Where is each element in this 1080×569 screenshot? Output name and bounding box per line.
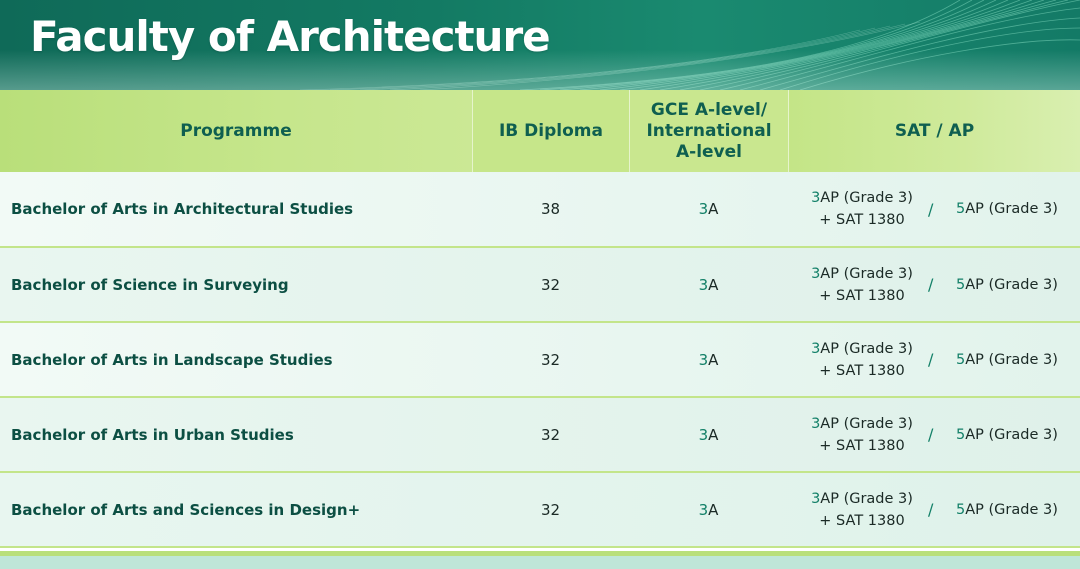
page-title: Faculty of Architecture (30, 12, 551, 61)
column-header-gce-line1: GCE A-level/ (650, 99, 768, 120)
sat-ap-option-1: 3AP (Grade 3) + SAT 1380 (788, 323, 936, 396)
column-header-gce-line3: A-level (675, 141, 742, 162)
gce-count: 3 (698, 500, 709, 519)
sat-ap-option-2: 5 AP (Grade 3) (956, 323, 1058, 396)
ap-count: 5 (956, 351, 966, 368)
ap-grade-text: AP (Grade 3) (965, 276, 1058, 293)
sat-score-text: + SAT 1380 (819, 212, 905, 228)
gce-grade: A (708, 425, 719, 444)
sat-ap-requirement: 3AP (Grade 3) + SAT 1380 / 5 AP (Grade 3) (788, 172, 1080, 246)
header-banner: Faculty of Architecture (0, 0, 1080, 90)
ib-score: 32 (540, 275, 561, 294)
sat-ap-requirement: 3AP (Grade 3) + SAT 1380 / 5 AP (Grade 3) (788, 323, 1080, 396)
option-separator: / (928, 500, 934, 519)
ib-score: 32 (540, 350, 561, 369)
column-header-gce-a-level: GCE A-level/ International A-level (629, 90, 788, 172)
gce-count: 3 (698, 275, 709, 294)
option-separator: / (928, 350, 934, 369)
sat-ap-requirement: 3AP (Grade 3) + SAT 1380 / 5 AP (Grade 3) (788, 248, 1080, 321)
sat-ap-option-2: 5 AP (Grade 3) (956, 172, 1058, 246)
gce-grade: A (708, 500, 719, 519)
programme-name: Bachelor of Arts and Sciences in Design+ (11, 500, 361, 519)
sat-ap-requirement: 3AP (Grade 3) + SAT 1380 / 5 AP (Grade 3) (788, 398, 1080, 471)
column-header-sat-ap: SAT / AP (788, 90, 1080, 172)
ap-grade-text: AP (Grade 3) (820, 265, 913, 282)
gce-count: 3 (698, 200, 709, 218)
sat-ap-option-1: 3AP (Grade 3) + SAT 1380 (788, 172, 936, 246)
gce-grade: A (708, 275, 719, 294)
ap-count: 3 (811, 415, 821, 432)
ap-count: 3 (811, 340, 821, 357)
option-separator: / (928, 199, 934, 219)
table-row: Bachelor of Arts and Sciences in Design+… (0, 473, 1080, 548)
sat-ap-requirement: 3AP (Grade 3) + SAT 1380 / 5 AP (Grade 3) (788, 473, 1080, 546)
option-separator: / (928, 275, 934, 294)
ap-grade-text: AP (Grade 3) (965, 201, 1058, 217)
ap-count: 3 (811, 490, 821, 507)
gce-grade: A (708, 350, 719, 369)
ap-grade-text: AP (Grade 3) (965, 351, 1058, 368)
ap-grade-text: AP (Grade 3) (820, 415, 913, 432)
ib-score: 32 (540, 500, 561, 519)
table-header-row: Programme IB Diploma GCE A-level/ Intern… (0, 90, 1080, 172)
sat-ap-option-2: 5 AP (Grade 3) (956, 398, 1058, 471)
programme-name: Bachelor of Science in Surveying (11, 275, 289, 294)
sat-ap-option-1: 3AP (Grade 3) + SAT 1380 (788, 473, 936, 546)
ap-grade-text: AP (Grade 3) (820, 340, 913, 357)
gce-count: 3 (698, 425, 709, 444)
sat-score-text: + SAT 1380 (819, 437, 905, 454)
banner-fade (0, 50, 1080, 90)
column-header-ib-diploma: IB Diploma (472, 90, 629, 172)
admission-table: Programme IB Diploma GCE A-level/ Intern… (0, 90, 1080, 548)
gce-count: 3 (698, 350, 709, 369)
column-header-programme: Programme (0, 90, 472, 172)
ap-count: 3 (811, 265, 821, 282)
gce-grade: A (708, 200, 719, 218)
programme-name: Bachelor of Arts in Architectural Studie… (11, 200, 354, 218)
table-row: Bachelor of Arts in Architectural Studie… (0, 172, 1080, 248)
bottom-bar (0, 551, 1080, 569)
table-row: Bachelor of Arts in Landscape Studies 32… (0, 323, 1080, 398)
ap-grade-text: AP (Grade 3) (820, 490, 913, 507)
ap-count: 5 (956, 501, 966, 518)
sat-ap-option-1: 3AP (Grade 3) + SAT 1380 (788, 398, 936, 471)
sat-score-text: + SAT 1380 (819, 512, 905, 529)
sat-ap-option-1: 3AP (Grade 3) + SAT 1380 (788, 248, 936, 321)
ap-grade-text: AP (Grade 3) (820, 190, 913, 206)
ib-score: 32 (540, 425, 561, 444)
programme-name: Bachelor of Arts in Landscape Studies (11, 350, 333, 369)
ap-count: 5 (956, 276, 966, 293)
sat-ap-option-2: 5 AP (Grade 3) (956, 473, 1058, 546)
sat-score-text: + SAT 1380 (819, 362, 905, 379)
ap-count: 5 (956, 426, 966, 443)
ap-grade-text: AP (Grade 3) (965, 426, 1058, 443)
sat-score-text: + SAT 1380 (819, 287, 905, 304)
ap-count: 3 (811, 190, 821, 206)
column-header-gce-line2: International (646, 120, 772, 141)
option-separator: / (928, 425, 934, 444)
ap-count: 5 (956, 201, 966, 217)
ap-grade-text: AP (Grade 3) (965, 501, 1058, 518)
sat-ap-option-2: 5 AP (Grade 3) (956, 248, 1058, 321)
ib-score: 38 (540, 200, 561, 218)
programme-name: Bachelor of Arts in Urban Studies (11, 425, 294, 444)
wave-lines-decoration (299, 0, 1080, 90)
